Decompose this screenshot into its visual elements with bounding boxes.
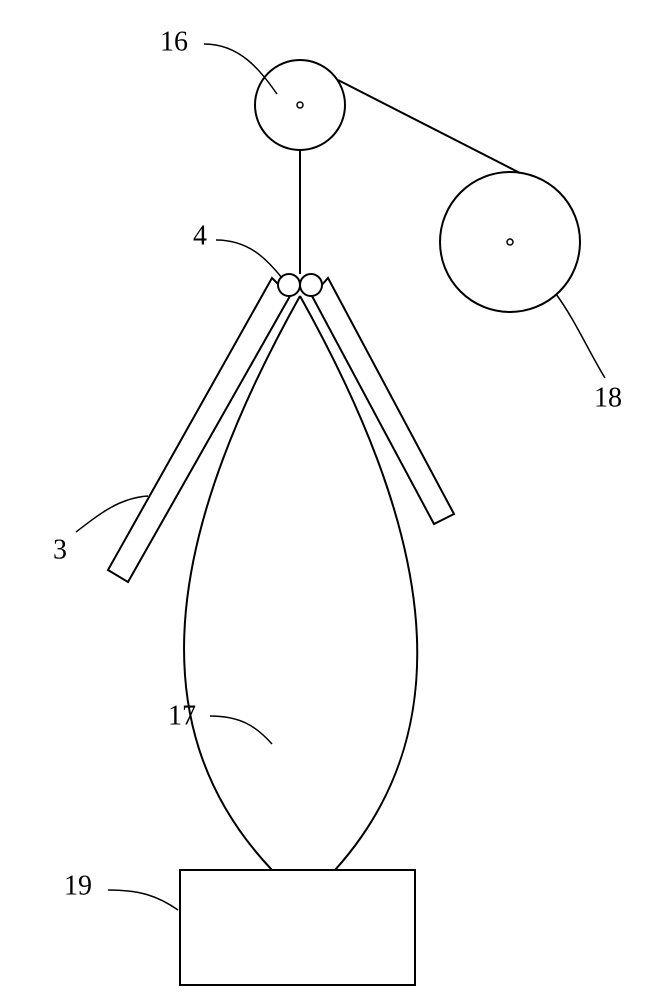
callout-leader-17 (210, 716, 272, 744)
callout-label-17: 17 (168, 700, 196, 731)
base-box (180, 870, 415, 985)
rope-tangent (338, 80, 520, 173)
callout-leader-4 (216, 240, 282, 278)
callout-label-18: 18 (594, 382, 622, 413)
pinch-roller-right (300, 274, 322, 296)
mechanism-diagram: 3 4 16 17 18 19 (0, 0, 669, 1000)
pulley-small (255, 60, 345, 150)
pulley-large (440, 172, 580, 312)
callout-label-3: 3 (53, 534, 67, 565)
callout-leader-18 (556, 294, 605, 378)
callout-label-4: 4 (193, 220, 207, 251)
callout-label-16: 16 (160, 26, 188, 57)
callout-leader-19 (108, 890, 178, 910)
callout-label-19: 19 (64, 870, 92, 901)
arm-right (312, 278, 454, 524)
